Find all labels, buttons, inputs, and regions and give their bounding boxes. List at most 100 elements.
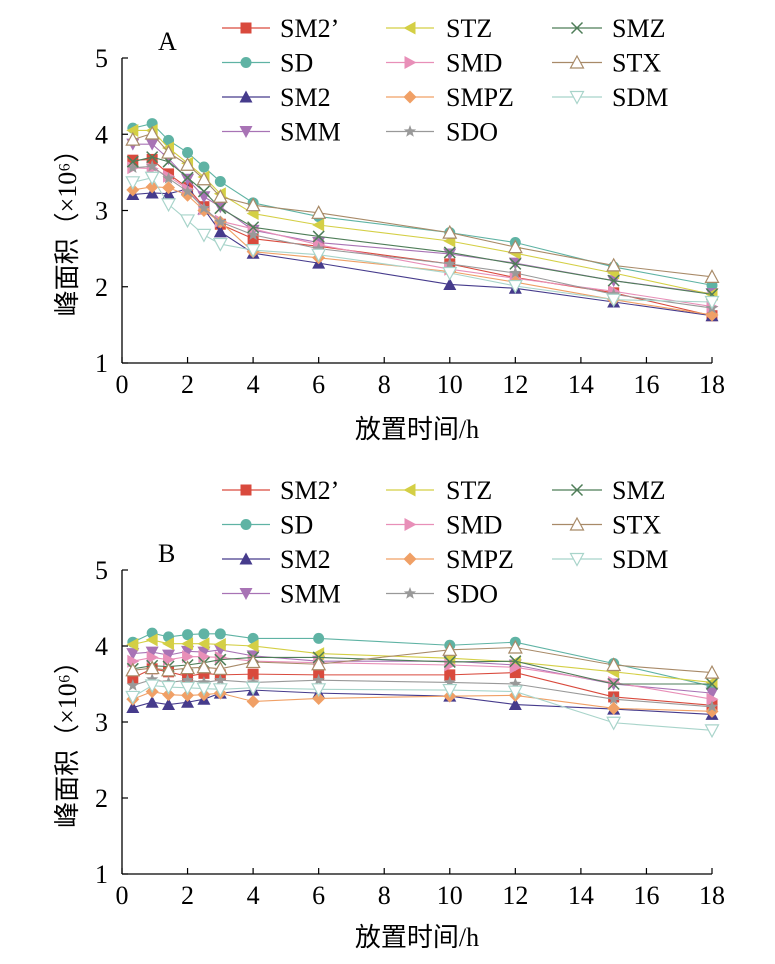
data-point: [126, 679, 139, 691]
series-sdm: [125, 171, 720, 310]
data-point: [181, 188, 195, 202]
x-tick-label: 6: [312, 370, 325, 399]
data-point: [704, 269, 720, 283]
y-tick-label: 3: [95, 708, 108, 737]
data-point: [245, 244, 261, 258]
data-point: [442, 266, 458, 281]
data-point: [212, 683, 228, 698]
data-point: [214, 202, 227, 215]
data-point: [247, 221, 260, 234]
legend: SM2’ SD SM2 SMM STZ SMD SMPZ SDO SMZ STX SDM: [222, 476, 668, 609]
data-point: [180, 156, 196, 171]
legend-marker: [404, 518, 417, 531]
legend-marker: [403, 21, 416, 35]
y-axis-label: 峰面积（×10⁶）: [53, 137, 82, 317]
data-point: [145, 159, 159, 172]
y-tick-label: 3: [95, 197, 108, 226]
data-point: [507, 279, 523, 294]
legend-label: SMPZ: [446, 545, 514, 574]
data-point: [126, 155, 139, 168]
data-point: [246, 639, 259, 653]
data-point: [607, 692, 620, 705]
data-point: [126, 123, 139, 137]
data-point: [162, 637, 175, 651]
legend-marker: [240, 57, 252, 68]
data-point: [607, 677, 620, 691]
data-point: [312, 647, 325, 661]
data-point: [509, 677, 522, 690]
data-point: [311, 683, 327, 698]
data-point: [312, 242, 325, 254]
data-point: [181, 673, 194, 686]
data-point: [311, 656, 327, 671]
data-point: [247, 668, 259, 680]
data-point: [312, 230, 325, 243]
data-point: [606, 293, 622, 308]
data-point: [214, 215, 227, 228]
data-point: [163, 653, 176, 667]
data-point: [197, 201, 211, 214]
legend-item: SDO: [386, 580, 498, 609]
data-point: [196, 659, 212, 674]
x-tick-label: 0: [116, 370, 129, 399]
data-point: [125, 131, 141, 146]
data-point: [245, 654, 261, 669]
x-tick-label: 14: [568, 881, 594, 910]
panel-label: B: [158, 539, 175, 568]
data-point: [127, 654, 140, 668]
data-point: [198, 161, 210, 173]
legend-marker: [570, 483, 584, 497]
legend-marker: [239, 90, 253, 103]
y-tick-label: 1: [95, 349, 108, 378]
x-tick-label: 18: [699, 370, 725, 399]
data-point: [180, 660, 196, 675]
legend-marker: [569, 552, 585, 567]
series-line: [132, 132, 713, 278]
data-point: [125, 690, 141, 705]
legend-item: SM2’: [222, 476, 339, 505]
series-smz: [126, 151, 719, 301]
data-point: [607, 701, 621, 715]
y-tick-label: 4: [95, 120, 108, 149]
legend-item: SMD: [386, 511, 502, 540]
data-point: [704, 724, 720, 739]
data-point: [509, 667, 521, 679]
x-tick-label: 10: [437, 881, 463, 910]
data-point: [705, 700, 719, 713]
legend-item: SMD: [386, 49, 502, 78]
data-point: [442, 642, 458, 656]
data-point: [162, 181, 176, 195]
data-point: [212, 237, 228, 252]
legend-label: SM2’: [280, 14, 339, 43]
panel-label: A: [158, 27, 177, 56]
data-point: [214, 653, 227, 666]
legend-marker: [403, 587, 417, 599]
data-point: [127, 672, 139, 684]
legend-marker: [569, 516, 585, 531]
legend-marker: [239, 126, 253, 138]
data-point: [162, 171, 175, 184]
legend-item: SMM: [222, 118, 341, 147]
legend-marker: [403, 552, 417, 566]
data-point: [181, 171, 194, 184]
legend-item: SDM: [552, 545, 668, 574]
y-tick-label: 2: [95, 273, 108, 302]
legend-label: SDO: [446, 580, 498, 609]
legend-label: SMZ: [612, 476, 665, 505]
data-point: [161, 144, 177, 159]
data-point: [198, 628, 210, 640]
data-point: [443, 257, 456, 270]
data-point: [509, 266, 522, 279]
data-point: [197, 646, 211, 659]
legend-marker: [240, 519, 252, 530]
data-point: [182, 650, 195, 664]
x-tick-label: 12: [502, 370, 528, 399]
data-point: [607, 274, 620, 287]
data-point: [442, 683, 458, 698]
legend-item: SDM: [552, 83, 668, 112]
data-point: [181, 173, 195, 186]
x-tick-label: 14: [568, 370, 594, 399]
data-point: [161, 198, 177, 213]
x-tick-label: 4: [247, 370, 260, 399]
data-point: [443, 655, 456, 668]
